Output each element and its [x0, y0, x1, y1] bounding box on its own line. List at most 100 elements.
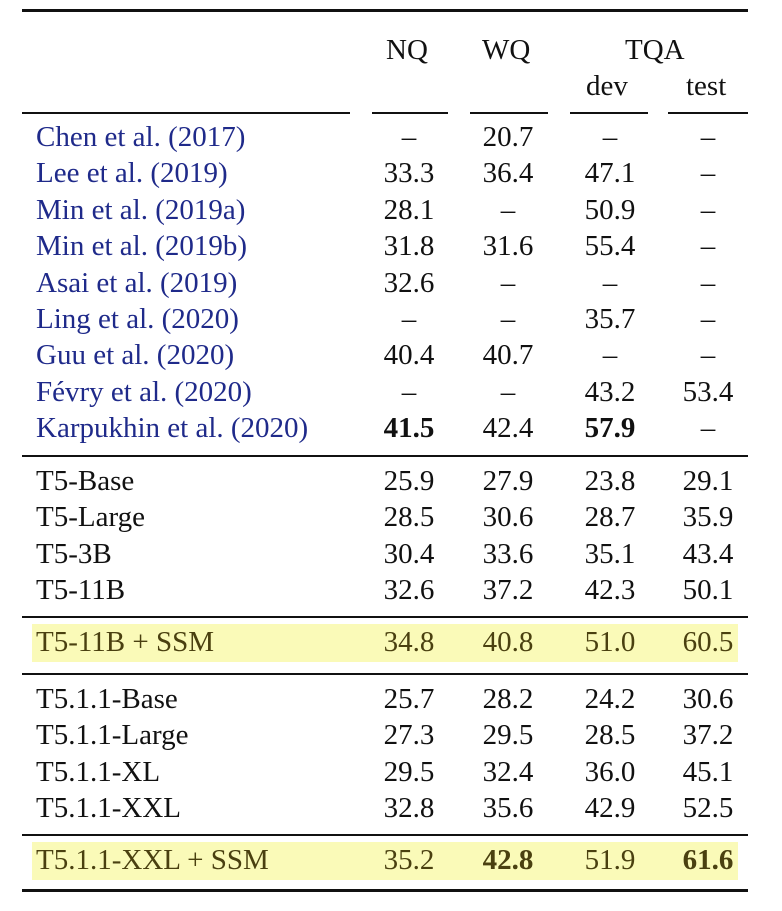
- model-name: T5.1.1-XXL + SSM: [36, 844, 269, 876]
- col-header-tqa-test: test: [686, 70, 727, 102]
- score-dev: –: [602, 266, 618, 299]
- col-header-tqa: TQA: [625, 34, 685, 66]
- score-wq: 40.7: [482, 339, 534, 372]
- score-wq: 40.8: [482, 626, 534, 658]
- group-separator: [22, 673, 748, 675]
- score-test: –: [700, 412, 716, 445]
- model-name: T5-11B: [36, 574, 126, 607]
- score-nq: 25.7: [383, 683, 435, 715]
- score-nq: 40.4: [383, 339, 435, 372]
- score-nq: 27.3: [383, 719, 435, 752]
- score-test: 37.2: [682, 719, 734, 752]
- table-row: T5-3B 30.4 33.6 35.1 43.4: [0, 536, 782, 572]
- model-name: T5-11B + SSM: [36, 626, 215, 658]
- model-name: T5-3B: [36, 537, 112, 570]
- score-nq: 34.8: [383, 626, 435, 658]
- score-nq: 28.1: [383, 193, 435, 226]
- score-test: 35.9: [682, 501, 734, 534]
- model-name: T5.1.1-XL: [36, 755, 161, 788]
- score-wq: 42.4: [482, 412, 534, 445]
- table-row: Guu et al. (2020) 40.4 40.7 – –: [0, 337, 782, 373]
- score-nq: –: [401, 375, 417, 408]
- score-test: 60.5: [682, 626, 734, 658]
- score-nq: –: [401, 303, 417, 335]
- score-dev: –: [602, 339, 618, 372]
- table-row: T5.1.1-XXL + SSM 35.2 42.8 51.9 61.6: [0, 842, 782, 880]
- score-wq: –: [500, 375, 516, 408]
- score-test: 52.5: [682, 792, 734, 825]
- table-row: T5-11B + SSM 34.8 40.8 51.0 60.5: [0, 624, 782, 662]
- score-test: –: [700, 157, 716, 190]
- citation-link[interactable]: Chen et al. (2017): [36, 121, 246, 153]
- citation-link[interactable]: Guu et al. (2020): [36, 339, 235, 372]
- score-wq: 31.6: [482, 230, 534, 263]
- table-row: Févry et al. (2020) – – 43.2 53.4: [0, 374, 782, 410]
- col-header-wq: WQ: [482, 34, 531, 66]
- score-nq: 41.5: [383, 412, 435, 445]
- score-wq: 20.7: [482, 121, 534, 153]
- score-nq: 31.8: [383, 230, 435, 263]
- score-wq: 32.4: [482, 755, 534, 788]
- score-test: –: [700, 193, 716, 226]
- score-nq: 25.9: [383, 465, 435, 497]
- score-dev: 51.9: [584, 844, 636, 876]
- score-dev: 47.1: [584, 157, 636, 190]
- score-wq: –: [500, 303, 516, 335]
- score-wq: 29.5: [482, 719, 534, 752]
- table-row: T5.1.1-XL 29.5 32.4 36.0 45.1: [0, 754, 782, 790]
- score-test: 61.6: [682, 844, 734, 876]
- score-nq: 32.6: [383, 574, 435, 607]
- score-dev: 43.2: [584, 375, 636, 408]
- score-nq: 32.8: [383, 792, 435, 825]
- table-row: T5.1.1-XXL 32.8 35.6 42.9 52.5: [0, 790, 782, 826]
- score-nq: 35.2: [383, 844, 435, 876]
- score-wq: 28.2: [482, 683, 534, 715]
- citation-link[interactable]: Févry et al. (2020): [36, 375, 252, 408]
- col-header-tqa-dev: dev: [586, 70, 628, 102]
- score-dev: 50.9: [584, 193, 636, 226]
- score-test: –: [700, 266, 716, 299]
- score-dev: 42.3: [584, 574, 636, 607]
- table-row: T5-Large 28.5 30.6 28.7 35.9: [0, 499, 782, 535]
- score-wq: 42.8: [482, 844, 534, 876]
- table-row: Lee et al. (2019) 33.3 36.4 47.1 –: [0, 155, 782, 191]
- citation-link[interactable]: Min et al. (2019b): [36, 230, 248, 263]
- top-rule: [22, 9, 748, 12]
- score-nq: 33.3: [383, 157, 435, 190]
- score-wq: –: [500, 193, 516, 226]
- header-rule-name: [22, 112, 350, 114]
- score-test: –: [700, 339, 716, 372]
- score-dev: 42.9: [584, 792, 636, 825]
- model-name: T5.1.1-Large: [36, 719, 189, 752]
- citation-link[interactable]: Asai et al. (2019): [36, 266, 238, 299]
- table-row: Ling et al. (2020) – – 35.7 –: [0, 301, 782, 337]
- citation-link[interactable]: Lee et al. (2019): [36, 157, 228, 190]
- table-row: T5-11B 32.6 37.2 42.3 50.1: [0, 572, 782, 608]
- score-nq: 32.6: [383, 266, 435, 299]
- score-test: –: [700, 303, 716, 335]
- score-test: 29.1: [682, 465, 734, 497]
- score-wq: 30.6: [482, 501, 534, 534]
- header-rule-wq: [470, 112, 548, 114]
- model-name: T5.1.1-Base: [36, 683, 178, 715]
- citation-link[interactable]: Ling et al. (2020): [36, 303, 239, 335]
- score-wq: 27.9: [482, 465, 534, 497]
- highlight-band: [32, 624, 738, 662]
- score-wq: 36.4: [482, 157, 534, 190]
- score-test: –: [700, 121, 716, 153]
- citation-link[interactable]: Karpukhin et al. (2020): [36, 412, 309, 445]
- score-wq: 37.2: [482, 574, 534, 607]
- citation-link[interactable]: Min et al. (2019a): [36, 193, 246, 226]
- score-dev: 24.2: [584, 683, 636, 715]
- score-dev: 51.0: [584, 626, 636, 658]
- table-row: Min et al. (2019a) 28.1 – 50.9 –: [0, 192, 782, 228]
- score-nq: –: [401, 121, 417, 153]
- col-header-nq: NQ: [386, 34, 428, 66]
- model-name: T5-Large: [36, 501, 145, 534]
- table-row: Asai et al. (2019) 32.6 – – –: [0, 265, 782, 301]
- table-row: Karpukhin et al. (2020) 41.5 42.4 57.9 –: [0, 410, 782, 446]
- score-dev: 35.1: [584, 537, 636, 570]
- group-separator: [22, 834, 748, 836]
- score-dev: 28.5: [584, 719, 636, 752]
- table-row: T5.1.1-Large 27.3 29.5 28.5 37.2: [0, 717, 782, 753]
